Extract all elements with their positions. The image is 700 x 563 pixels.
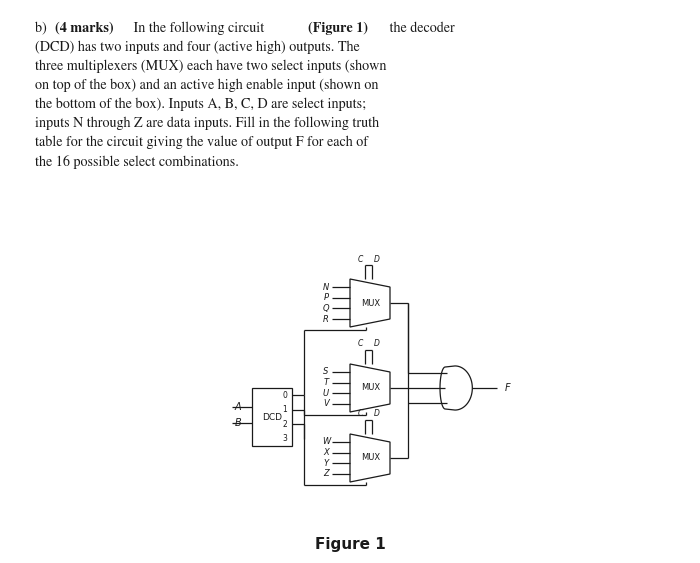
Text: Z: Z — [323, 470, 329, 479]
Polygon shape — [350, 364, 390, 412]
Text: C: C — [357, 254, 363, 263]
Text: (4 marks): (4 marks) — [55, 22, 113, 35]
Text: three multiplexers (MUX) each have two select inputs (shown: three multiplexers (MUX) each have two s… — [35, 60, 386, 73]
Text: R: R — [323, 315, 329, 324]
Text: 0: 0 — [283, 391, 288, 400]
Text: b): b) — [35, 22, 50, 35]
Polygon shape — [350, 279, 390, 327]
Text: MUX: MUX — [361, 454, 381, 462]
Text: the decoder: the decoder — [386, 22, 454, 35]
Text: Figure 1: Figure 1 — [314, 538, 386, 552]
Text: C: C — [357, 409, 363, 418]
Polygon shape — [440, 366, 473, 410]
Text: A: A — [234, 402, 241, 412]
Text: on top of the box) and an active high enable input (shown on: on top of the box) and an active high en… — [35, 79, 379, 92]
Text: MUX: MUX — [361, 383, 381, 392]
Text: N: N — [323, 283, 329, 292]
Text: 2: 2 — [283, 420, 288, 429]
Text: In the following circuit: In the following circuit — [130, 22, 268, 35]
Text: P: P — [323, 293, 328, 302]
Text: inputs N through Z are data inputs. Fill in the following truth: inputs N through Z are data inputs. Fill… — [35, 117, 379, 131]
Text: Q: Q — [323, 304, 329, 313]
Text: 1: 1 — [283, 405, 288, 414]
Text: D: D — [374, 339, 380, 348]
Text: B: B — [234, 418, 241, 428]
Text: D: D — [374, 254, 380, 263]
Text: the bottom of the box). Inputs A, B, C, D are select inputs;: the bottom of the box). Inputs A, B, C, … — [35, 98, 366, 111]
Text: table for the circuit giving the value of output F for each of: table for the circuit giving the value o… — [35, 136, 368, 149]
Text: F: F — [504, 383, 510, 393]
Text: V: V — [323, 400, 329, 409]
Text: (DCD) has two inputs and four (active high) outputs. The: (DCD) has two inputs and four (active hi… — [35, 41, 360, 55]
Text: DCD: DCD — [262, 413, 282, 422]
Text: MUX: MUX — [361, 298, 381, 307]
Text: C: C — [357, 339, 363, 348]
Text: S: S — [323, 368, 329, 377]
Polygon shape — [350, 434, 390, 482]
Text: D: D — [374, 409, 380, 418]
Text: W: W — [322, 437, 330, 446]
Text: 3: 3 — [283, 434, 288, 443]
Text: Y: Y — [323, 459, 328, 468]
Text: T: T — [323, 378, 328, 387]
Text: (Figure 1): (Figure 1) — [308, 22, 368, 35]
Text: X: X — [323, 448, 329, 457]
Text: the 16 possible select combinations.: the 16 possible select combinations. — [35, 155, 239, 169]
Bar — [252, 388, 292, 446]
Text: U: U — [323, 389, 329, 398]
